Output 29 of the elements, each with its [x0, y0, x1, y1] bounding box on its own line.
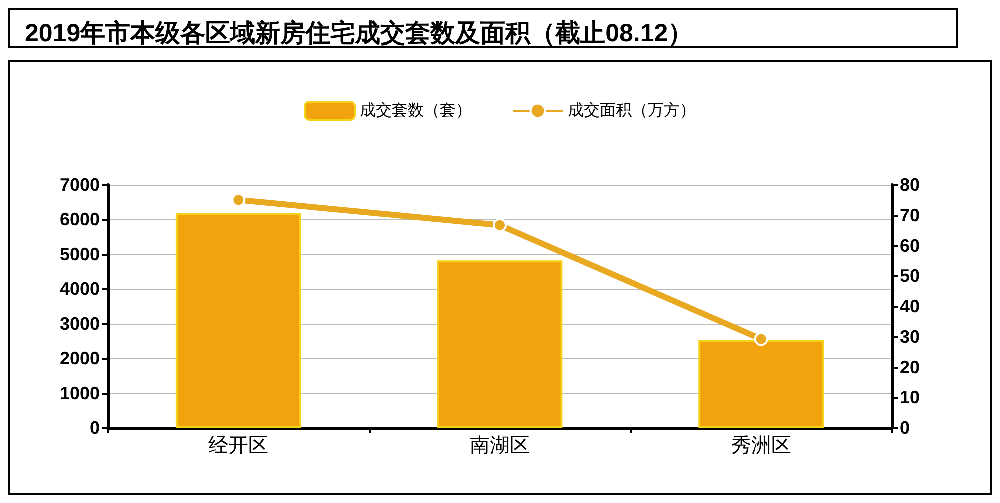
- legend-label: 成交套数（套）: [360, 102, 472, 120]
- y-tick-label: 7000: [60, 175, 100, 195]
- y2-tick-label: 60: [900, 236, 920, 256]
- x-tick-label: 南湖区: [470, 435, 530, 457]
- y-tick-label: 0: [90, 418, 100, 438]
- bar: [176, 213, 302, 428]
- y2-tick-label: 50: [900, 266, 920, 286]
- y2-tick-label: 70: [900, 205, 920, 226]
- point: [754, 332, 768, 346]
- y-tick-label: 5000: [60, 244, 100, 264]
- bar: [698, 340, 824, 428]
- y-tick-label: 1000: [60, 383, 100, 404]
- y2-tick-label: 20: [900, 357, 920, 378]
- y2-tick-label: 80: [900, 175, 920, 195]
- x-tick-label: 经开区: [208, 435, 269, 457]
- point: [493, 218, 507, 232]
- y-tick-label: 3000: [60, 314, 100, 334]
- x-tick-label: 秀洲区: [731, 435, 792, 457]
- point: [232, 193, 246, 208]
- chart-title: 2019年市本级各区域新房住宅成交套数及面积（截止08.12）: [25, 20, 694, 48]
- y2-tick-label: 0: [900, 418, 910, 438]
- y-tick-label: 6000: [60, 210, 100, 230]
- y2-tick-label: 30: [900, 326, 920, 347]
- y-tick-label: 4000: [60, 279, 100, 300]
- bar: [437, 260, 563, 428]
- y-tick-label: 2000: [60, 348, 100, 369]
- legend-label: 成交面积（万方）: [568, 102, 696, 120]
- y2-tick-label: 40: [900, 296, 920, 316]
- y2-tick-label: 10: [900, 388, 920, 408]
